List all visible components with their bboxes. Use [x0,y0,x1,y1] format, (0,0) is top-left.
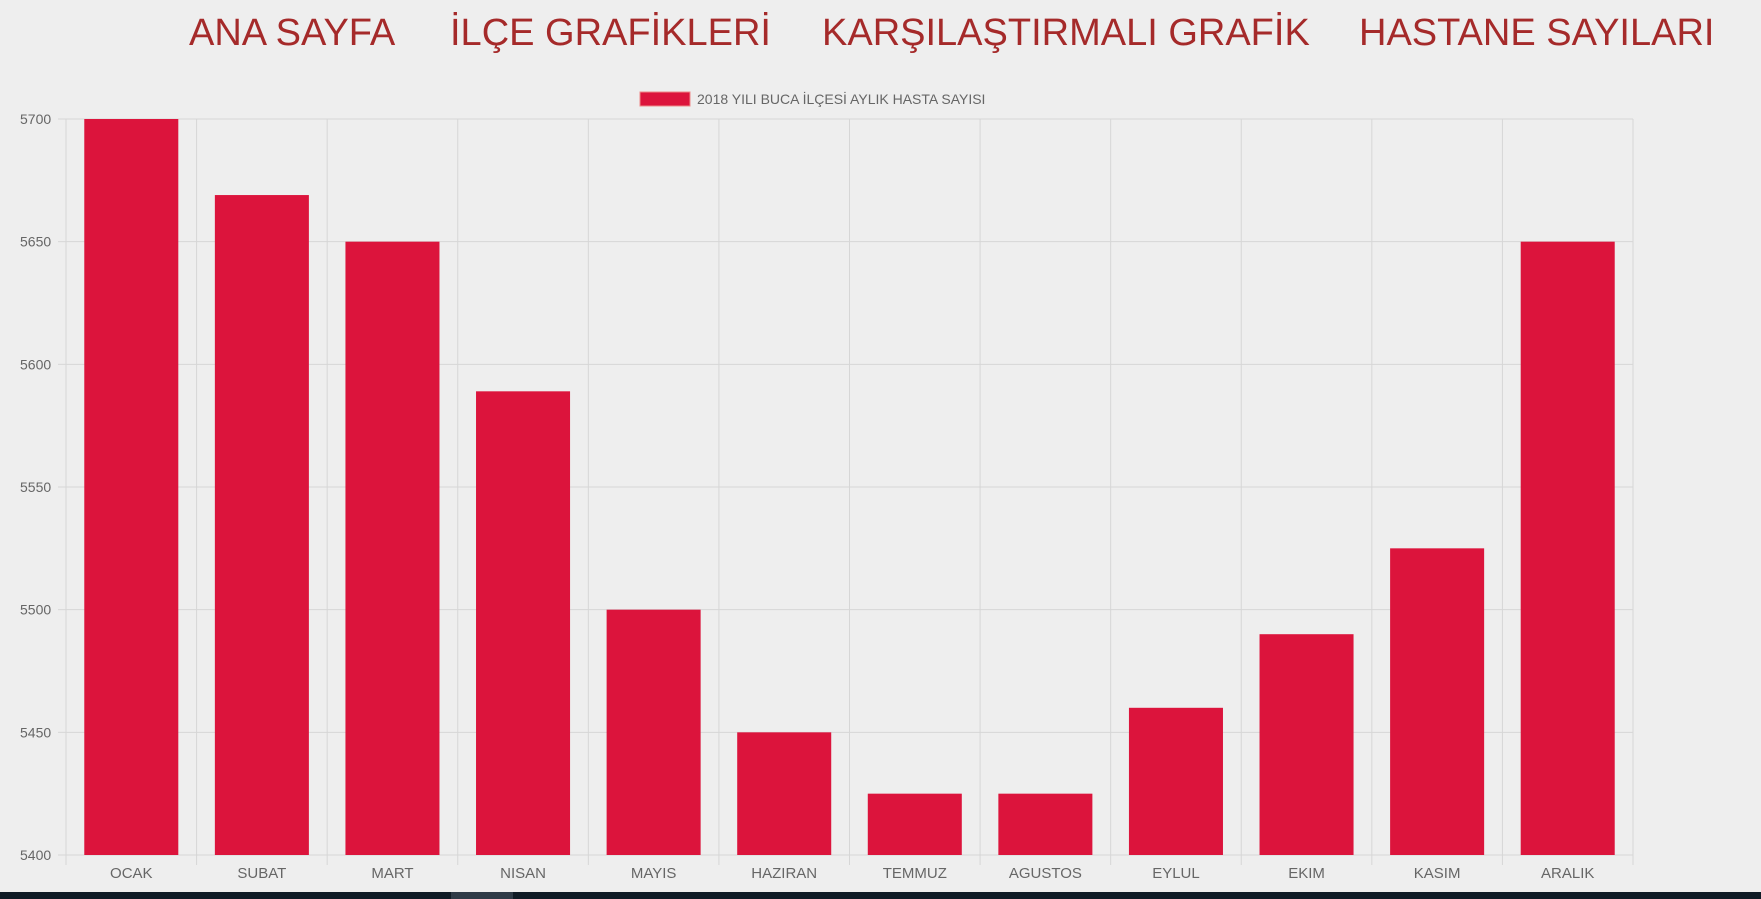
legend-label[interactable]: 2018 YILI BUCA İLÇESİ AYLIK HASTA SAYISI [697,90,985,107]
y-tick-label: 5650 [20,234,51,250]
nav-link-karsilastirmali-grafik[interactable]: KARŞILAŞTIRMALI GRAFİK [822,12,1310,54]
bar-nisan[interactable] [476,391,571,855]
x-tick-label: HAZIRAN [751,865,817,882]
x-tick-label: EKIM [1288,865,1325,882]
y-tick-label: 5550 [20,479,51,495]
top-navigation: ANA SAYFA İLÇE GRAFİKLERİ KARŞILAŞTIRMAL… [0,8,1761,68]
bar-eylul[interactable] [1128,707,1223,855]
x-tick-label: MAYIS [631,865,677,882]
y-tick-label: 5700 [20,111,51,127]
y-tick-label: 5500 [20,602,51,618]
bar-chart[interactable]: 5700 5650 5600 5550 5500 5450 5400 OCAK SUBAT MAR… [0,80,1761,890]
legend-swatch[interactable] [639,91,691,107]
x-tick-label: ARALIK [1541,865,1594,882]
nav-link-ana-sayfa[interactable]: ANA SAYFA [189,12,396,54]
bar-ekim[interactable] [1259,634,1354,855]
x-tick-label: AGUSTOS [1009,865,1082,882]
bar-mayis[interactable] [606,609,701,855]
bar-aralik[interactable] [1520,241,1615,855]
x-tick-label: NISAN [500,865,546,882]
x-tick-label: MART [371,865,413,882]
y-tick-label: 5450 [20,724,51,740]
x-tick-label: SUBAT [237,865,286,882]
bar-temmuz[interactable] [867,793,962,855]
bar-ocak[interactable] [84,119,179,855]
bar-haziran[interactable] [737,732,832,855]
x-tick-label: KASIM [1414,865,1461,882]
x-tick-label: OCAK [110,865,153,882]
nav-link-hastane-sayilari[interactable]: HASTANE SAYILARI [1359,12,1715,54]
bar-chart-container: 5700 5650 5600 5550 5500 5450 5400 OCAK SUBAT MAR… [0,80,1761,890]
y-tick-label: 5600 [20,356,51,372]
bar-subat[interactable] [214,195,309,855]
bar-agustos[interactable] [998,793,1093,855]
bar-mart[interactable] [345,241,440,855]
taskbar [0,892,1761,899]
bar-kasim[interactable] [1390,548,1485,855]
x-tick-label: TEMMUZ [883,865,947,882]
nav-link-ilce-grafikleri[interactable]: İLÇE GRAFİKLERİ [450,12,771,54]
x-tick-label: EYLUL [1152,865,1200,882]
y-tick-label: 5400 [20,847,51,863]
taskbar-active-item[interactable] [451,892,513,899]
